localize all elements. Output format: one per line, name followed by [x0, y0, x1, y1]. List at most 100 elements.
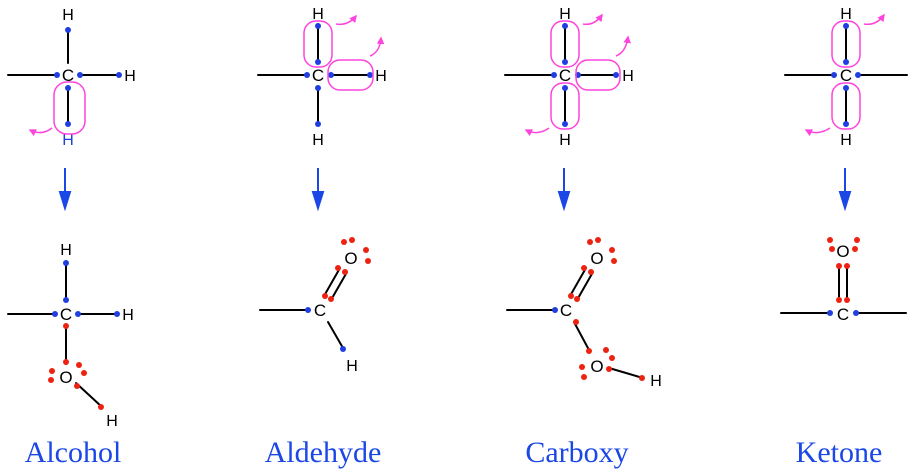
oxygen-electron-dot [98, 404, 104, 410]
oxygen-electron-dot [342, 269, 348, 275]
carboxy-reactant: C H H H [504, 6, 634, 149]
oxygen-electron-dot [844, 263, 850, 269]
electron-dot [562, 85, 568, 91]
electron-pair-loop [550, 82, 580, 130]
carbon-atom: C [62, 66, 74, 85]
electron-dot [52, 311, 58, 317]
oxygen-electron-dot [836, 263, 842, 269]
oxygen-electron-dot [595, 237, 601, 243]
curved-arrow-icon [524, 127, 550, 137]
electron-dot [315, 85, 321, 91]
electron-pair-loop [575, 59, 621, 91]
oxygen-electron-dot [81, 370, 87, 376]
oxygen-electron-dot [74, 383, 80, 389]
oxygen-electron-dot [63, 323, 69, 329]
hydrogen-atom: H [650, 373, 662, 390]
electron-dot [65, 85, 71, 91]
panel-aldehyde: C H H H C O H [257, 6, 387, 469]
caption-ketone: Ketone [796, 436, 883, 469]
oxygen-electron-dot [854, 237, 860, 243]
electron-dot [552, 307, 558, 313]
electron-dot [328, 72, 334, 78]
oxygen-electron-dot [363, 247, 369, 253]
oxygen-electron-dot [587, 239, 593, 245]
carbon-atom: C [840, 66, 852, 85]
hydrogen-atom-right: H [124, 68, 136, 85]
oxygen-electron-dot [365, 258, 371, 264]
oxygen-atom-carbonyl: O [590, 249, 603, 268]
oxygen-electron-dot [341, 239, 347, 245]
panel-alcohol: C H H H H C H O H [7, 7, 136, 469]
oxygen-electron-dot [852, 246, 858, 252]
aldehyde-product: C O H [259, 237, 371, 375]
oxygen-atom: O [344, 249, 357, 268]
electron-pair-loop [550, 20, 580, 68]
hydrogen-atom-bottom: H [559, 132, 571, 149]
hydrogen-atom-right: H [122, 307, 134, 324]
electron-dot [831, 72, 837, 78]
electron-dot [304, 72, 310, 78]
ketone-product: C O [780, 237, 907, 324]
alcohol-product: H C H O H [7, 242, 134, 430]
caption-alcohol: Alcohol [25, 436, 122, 469]
electron-dot [562, 121, 568, 127]
hydrogen-atom-right: H [375, 68, 387, 85]
carbon-atom: C [314, 301, 326, 320]
electron-pair-loop [831, 82, 861, 130]
curved-arrow-icon [369, 36, 385, 57]
electron-dot [114, 311, 120, 317]
carboxy-product: C O O H [506, 237, 662, 390]
electron-dot [75, 311, 81, 317]
electron-dot [562, 23, 568, 29]
curved-arrow-icon [615, 35, 631, 57]
hydrogen-atom-bottom: H [312, 132, 324, 149]
electron-dot [340, 346, 346, 352]
electron-dot [843, 85, 849, 91]
oxygen-electron-dot [349, 237, 355, 243]
electron-dot [827, 310, 833, 316]
electron-dot [54, 72, 60, 78]
oxygen-electron-dot [827, 237, 833, 243]
hydrogen-atom-bottom: H [840, 132, 852, 149]
caption-carboxy: Carboxy [525, 436, 628, 469]
down-arrow-icon [557, 168, 571, 212]
caption-aldehyde: Aldehyde [265, 436, 382, 469]
oxygen-electron-dot [581, 374, 587, 380]
hydrogen-atom-top: H [559, 6, 571, 23]
carbon-atom: C [837, 305, 849, 324]
hydrogen-atom-top: H [312, 6, 324, 23]
electron-dot [315, 23, 321, 29]
electron-dot [77, 72, 83, 78]
oxygen-atom-hydroxyl: O [590, 357, 603, 376]
oxygen-electron-dot [836, 297, 842, 303]
oxygen-electron-dot [335, 265, 341, 271]
hydrogen-atom-top: H [60, 242, 72, 259]
oxygen-electron-dot [579, 364, 585, 370]
oxygen-electron-dot [568, 293, 574, 299]
oxygen-electron-dot [322, 293, 328, 299]
oxygen-electron-dot [574, 296, 580, 302]
oxygen-electron-dot [573, 319, 579, 325]
electron-dot [315, 59, 321, 65]
curved-arrow-icon [863, 13, 885, 26]
carbon-atom: C [312, 66, 324, 85]
electron-pair-loop [303, 20, 333, 68]
electron-dot [613, 72, 619, 78]
electron-dot [853, 310, 859, 316]
electron-dot [367, 72, 373, 78]
oxygen-electron-dot [63, 359, 69, 365]
hydrogen-atom-right: H [622, 68, 634, 85]
oxygen-electron-dot [606, 366, 612, 372]
down-arrow-icon [311, 168, 325, 212]
oxygen-electron-dot [48, 377, 54, 383]
panel-carboxy: C H H H C O O H [504, 6, 662, 469]
oxygen-electron-dot [609, 247, 615, 253]
curved-arrow-icon [804, 127, 831, 137]
oxygen-atom: O [59, 368, 72, 387]
oxygen-electron-dot [581, 265, 587, 271]
aldehyde-reactant: C H H H [257, 6, 387, 149]
oxygen-electron-dot [844, 297, 850, 303]
panel-ketone: C H H C O [780, 6, 908, 469]
electron-dot [843, 121, 849, 127]
